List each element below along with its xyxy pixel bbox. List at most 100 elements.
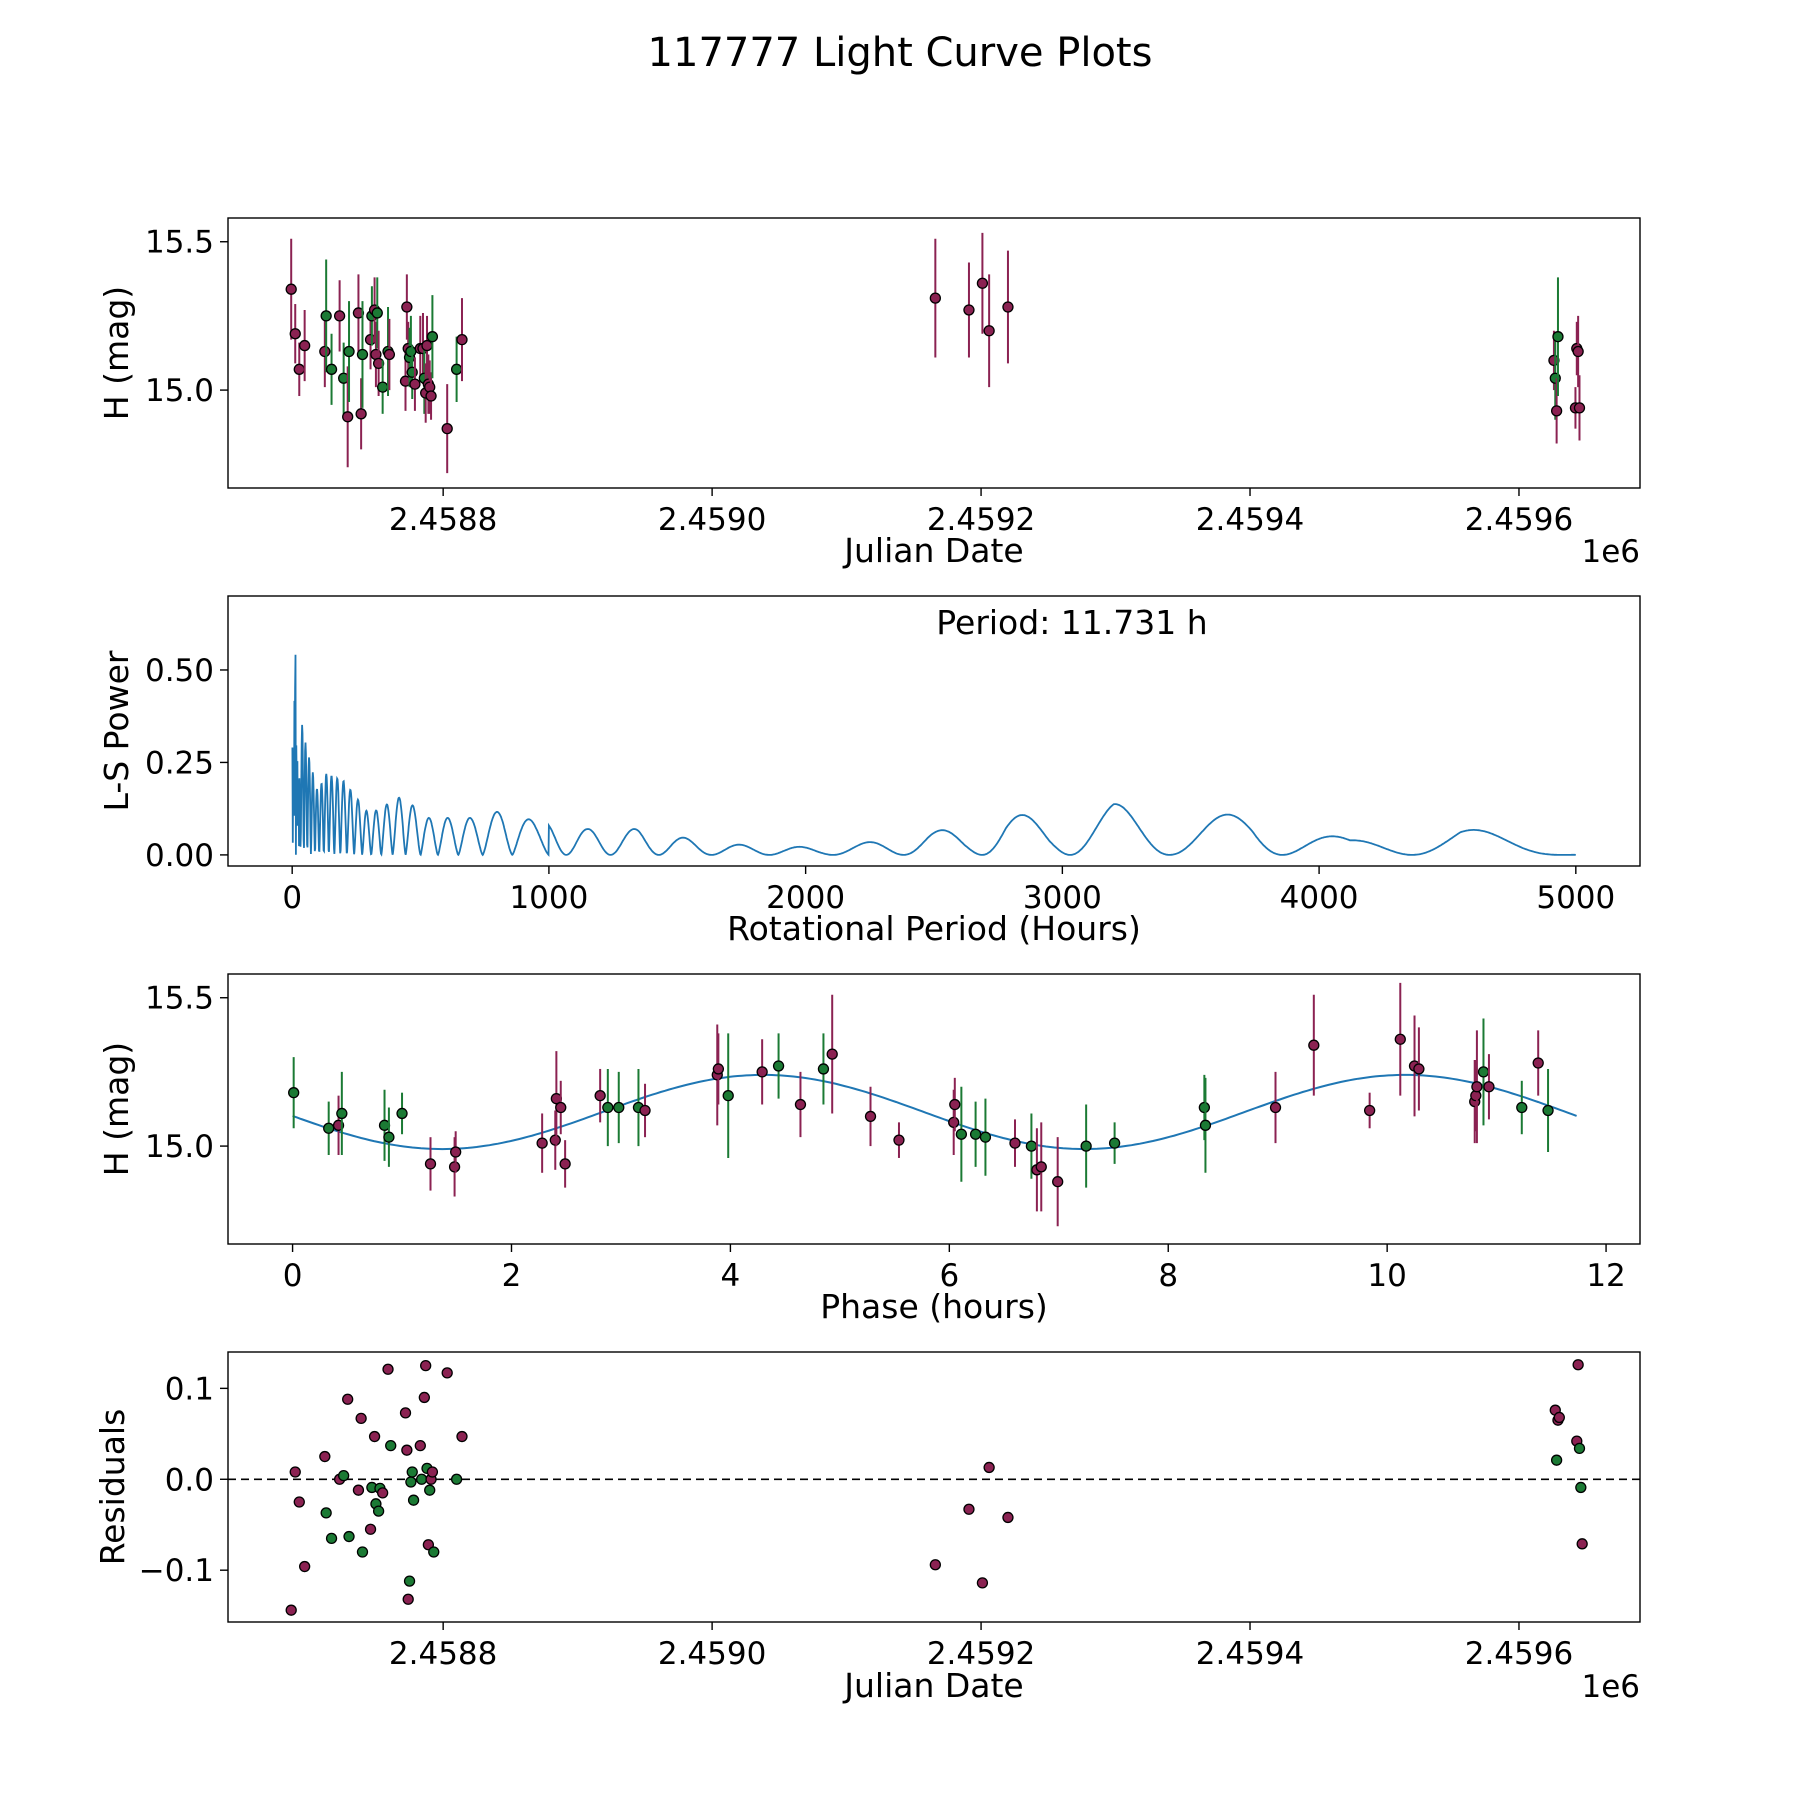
phased-point	[826, 1048, 838, 1060]
residuals-point	[325, 1532, 338, 1545]
lightcurve-offset-label: 1e6	[1581, 534, 1640, 570]
residuals-point	[319, 1450, 331, 1463]
residuals-point	[406, 1466, 418, 1478]
phased-point	[1363, 1104, 1376, 1117]
residuals-point	[342, 1393, 354, 1405]
residuals-point	[343, 1530, 355, 1543]
residuals-point	[426, 1466, 439, 1478]
phased-point	[424, 1158, 437, 1170]
phased-point	[949, 1098, 961, 1111]
lightcurve-point	[409, 378, 421, 390]
residuals-point	[414, 1439, 426, 1452]
residuals-point	[420, 1359, 432, 1372]
phased-ytick-label: 15.0	[145, 1129, 214, 1165]
phased-point	[288, 1087, 300, 1099]
phased-xtick-label: 12	[1586, 1258, 1625, 1294]
phased-point	[1035, 1161, 1047, 1173]
phased-xtick-label: 8	[1158, 1258, 1178, 1294]
phased-point	[323, 1122, 335, 1134]
residuals-point	[983, 1461, 995, 1474]
lightcurve-point	[976, 277, 989, 289]
residuals-xtick-label: 2.4596	[1465, 1636, 1573, 1672]
lightcurve-point	[333, 310, 346, 322]
phased-xtick-label: 6	[939, 1258, 959, 1294]
residuals-point	[352, 1484, 365, 1496]
periodogram-ytick-label: 0.25	[145, 745, 214, 781]
lightcurve-point	[456, 333, 468, 346]
periodogram-ytick-label: 0.50	[145, 653, 214, 689]
lightcurve-point	[356, 348, 369, 361]
residuals-point	[364, 1523, 377, 1535]
periodogram-frame	[227, 595, 1641, 867]
lightcurve-xtick-label: 2.4592	[927, 502, 1035, 538]
periodogram-ytick-label: 0.00	[145, 838, 214, 874]
residuals-offset-label: 1e6	[1581, 1669, 1640, 1705]
lightcurve-point	[405, 345, 417, 358]
phased-point	[450, 1146, 462, 1158]
phased-xtick-label: 2	[502, 1258, 522, 1294]
residuals-point	[1553, 1411, 1565, 1424]
lightcurve-point	[426, 331, 439, 343]
phased-point	[864, 1110, 877, 1123]
phased-point	[602, 1101, 614, 1114]
phased-xtick-label: 10	[1367, 1258, 1406, 1294]
phased-point	[948, 1116, 960, 1129]
lightcurve-point	[289, 328, 301, 340]
lightcurve-point	[320, 310, 332, 322]
phased-xtick-label: 4	[721, 1258, 741, 1294]
phased-point	[1080, 1140, 1092, 1152]
lightcurve-point	[293, 363, 305, 375]
phased-point	[1483, 1081, 1495, 1093]
phased-point	[712, 1063, 725, 1075]
residuals-point	[456, 1430, 468, 1443]
residuals-xlabel: Julian Date	[842, 1666, 1024, 1705]
residuals-point	[1002, 1511, 1014, 1524]
residuals-point	[368, 1430, 381, 1443]
residuals-point	[385, 1439, 397, 1452]
phased-point	[969, 1128, 982, 1140]
residuals-point	[382, 1363, 394, 1375]
residuals-point	[399, 1407, 412, 1419]
phased-point	[396, 1107, 408, 1120]
periodogram-xtick-label: 1000	[509, 880, 588, 916]
residuals-point	[1576, 1538, 1588, 1550]
residuals-point	[418, 1391, 430, 1404]
lightcurve-point	[1552, 331, 1564, 343]
lightcurve-point	[401, 301, 413, 313]
phased-point	[1394, 1033, 1406, 1045]
lightcurve-ylabel: H (mag)	[97, 286, 136, 420]
periodogram-xtick-label: 3000	[1023, 880, 1102, 916]
residuals-frame	[227, 1351, 1641, 1623]
residuals-point	[1550, 1454, 1563, 1466]
lightcurve-point	[1573, 402, 1586, 414]
figure-title: 117777 Light Curve Plots	[648, 30, 1153, 76]
phased-point	[1108, 1137, 1121, 1149]
residuals-xtick-label: 2.4592	[927, 1636, 1035, 1672]
phased-point	[555, 1101, 567, 1114]
phased-xlabel: Phase (hours)	[820, 1287, 1048, 1326]
phased-point	[893, 1134, 905, 1146]
lightcurve-point	[325, 363, 338, 375]
residuals-panel: 2.4588 2.4590 2.4592 2.4594 2.4596 −0.1 0.0 0.1…	[93, 1351, 1641, 1705]
lightcurve-panel: 2.4588 2.4590 2.4592 2.4594 2.4596 15.0 15.5 J…	[97, 217, 1641, 570]
phased-point	[1308, 1039, 1320, 1051]
residuals-point	[441, 1367, 453, 1379]
phased-point	[817, 1063, 830, 1075]
lightcurve-point	[342, 411, 354, 423]
residuals-point	[403, 1575, 416, 1587]
phased-point	[772, 1060, 785, 1072]
residuals-ytick-label: 0.1	[165, 1371, 214, 1407]
lightcurve-point	[963, 304, 975, 316]
residuals-point	[285, 1604, 297, 1616]
periodogram-xtick-label: 4000	[1280, 880, 1359, 916]
lightcurve-point	[450, 363, 463, 375]
phased-point	[1009, 1137, 1021, 1149]
phased-point	[1542, 1104, 1554, 1117]
phased-ytick-label: 15.5	[145, 981, 214, 1017]
residuals-point	[401, 1444, 413, 1456]
lightcurve-ytick-label: 15.5	[145, 225, 214, 261]
residuals-point	[320, 1507, 332, 1519]
phased-ylabel: H (mag)	[97, 1042, 136, 1176]
lightcurve-point	[1002, 301, 1014, 313]
residuals-point	[355, 1412, 367, 1425]
